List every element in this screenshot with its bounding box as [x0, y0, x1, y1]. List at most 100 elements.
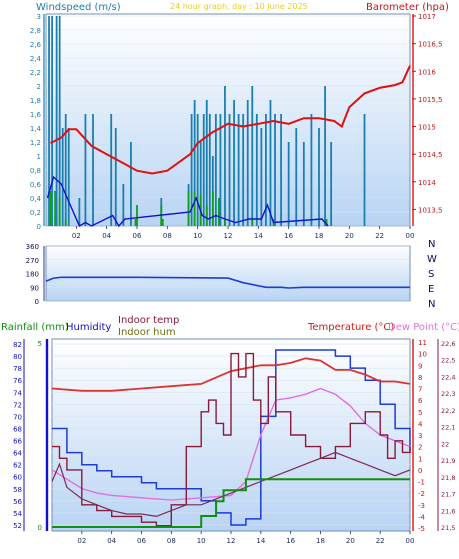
- direction-tick-label: 180: [26, 271, 39, 279]
- green-bar: [205, 205, 208, 226]
- temperature-tick-label: 4: [418, 420, 423, 428]
- indoor-temp-tick-label: 22,5: [441, 357, 455, 365]
- windspeed-bar: [55, 16, 58, 226]
- temperature-tick-label: 2: [418, 444, 422, 452]
- temperature-tick-label: 3: [418, 432, 422, 440]
- windspeed-bars: [48, 16, 366, 226]
- gust-path: [46, 175, 329, 228]
- rainfall-tick-label: 5: [38, 340, 42, 348]
- indoor-hum-label: Indoor hum: [118, 327, 176, 338]
- humidity-tick-label: 82: [13, 341, 22, 349]
- green-bar: [58, 198, 61, 226]
- temperature-tick-label: -1: [418, 479, 425, 487]
- indoor-temp-tick-label: 21,7: [441, 491, 455, 499]
- windspeed-bar: [255, 114, 258, 226]
- windspeed-tick-label: 0,8: [30, 167, 41, 175]
- gust-line: [46, 175, 329, 228]
- barometer-tick-label: 1015: [418, 124, 436, 132]
- temperature-tick-label: 11: [418, 339, 427, 347]
- humidity-label: Humidity: [66, 322, 111, 333]
- windspeed-bar: [228, 114, 231, 226]
- windspeed-bar: [67, 128, 70, 226]
- windspeed-tick-label: 1,6: [30, 111, 42, 119]
- humidity-tick-label: 76: [13, 377, 22, 385]
- windspeed-tick-label: 0,6: [30, 181, 42, 189]
- indoor-temp-tick-label: 21,8: [441, 474, 455, 482]
- indoor-temp-tick-label: 22,6: [441, 340, 455, 348]
- indoor-temp-tick-label: 22,3: [441, 390, 455, 398]
- green-bar: [193, 191, 196, 226]
- windspeed-tick-label: 0,2: [30, 209, 41, 217]
- wind-time-axis: 02 04 06 08 10 12 14 16 18 20 22 00: [72, 226, 414, 240]
- barometer-axis: 1017 1016,5 1016 1015,5 1015 1014,5 1014 1013,5: [412, 13, 443, 226]
- windspeed-bar: [214, 114, 217, 226]
- windspeed-bar: [265, 114, 267, 226]
- windspeed-tick-label: 1,8: [30, 97, 41, 105]
- green-bar: [54, 191, 56, 226]
- humidity-path: [52, 349, 411, 526]
- humidity-tick-label: 74: [13, 389, 22, 397]
- windspeed-bar: [310, 114, 313, 226]
- direction-axis: 360 270 180 90 0: [26, 243, 45, 306]
- temp-time-tick: 22: [376, 537, 385, 545]
- rainfall-axis: 50: [38, 339, 49, 532]
- windspeed-bar: [287, 142, 290, 226]
- rainfall-path: [52, 478, 410, 528]
- green-bar: [161, 219, 164, 226]
- wind-time-tick: 20: [345, 232, 354, 240]
- indoor-temp-tick-label: 21,5: [441, 524, 455, 532]
- indoor-temp-tick-label: 22,1: [441, 424, 455, 432]
- wind-time-tick: 22: [375, 232, 384, 240]
- barometer-path: [50, 65, 411, 175]
- wind-time-tick: 10: [193, 232, 202, 240]
- temp-time-tick: 04: [107, 537, 116, 545]
- temperature-tick-label: 0: [418, 467, 422, 475]
- windspeed-bar: [199, 142, 202, 226]
- windspeed-bar: [251, 86, 254, 226]
- temperature-tick-label: 9: [418, 362, 422, 370]
- temperature-tick-label: 1: [418, 455, 422, 463]
- temp-time-tick: 08: [167, 537, 176, 545]
- temp-time-axis: 02 04 06 08 10 12 14 16 18 20 22 00: [77, 531, 414, 545]
- windspeed-bar: [202, 114, 205, 226]
- direction-tick-label: 0: [35, 298, 39, 306]
- temp-series-lines: [51, 349, 411, 528]
- direction-line: [45, 276, 410, 289]
- windspeed-tick-label: 2,4: [30, 55, 42, 63]
- windspeed-bar: [233, 100, 235, 226]
- windspeed-bar: [64, 114, 67, 226]
- windspeed-bar: [92, 114, 94, 226]
- green-bar: [218, 198, 220, 226]
- windspeed-bar: [260, 128, 263, 226]
- green-bar: [187, 191, 190, 226]
- windspeed-bar: [302, 142, 305, 226]
- indoor-temp-tick-label: 22,4: [441, 373, 455, 381]
- temp-time-tick: 06: [137, 537, 146, 545]
- dew-point-label: Dew Point (°C): [388, 322, 459, 333]
- temperature-tick-label: -2: [418, 490, 425, 498]
- humidity-tick-label: 70: [13, 413, 22, 421]
- windspeed-bar: [280, 114, 282, 226]
- temp-time-tick: 14: [256, 537, 265, 545]
- windspeed-bar: [330, 142, 333, 226]
- windspeed-bar: [219, 114, 222, 226]
- wind-panel-grid: [46, 15, 410, 227]
- windspeed-bar: [130, 142, 132, 226]
- direction-path: [45, 276, 410, 289]
- humidity-tick-label: 58: [13, 486, 22, 494]
- green-bar: [49, 191, 52, 226]
- compass-label-s: S: [428, 269, 434, 280]
- barometer-line: [50, 65, 411, 175]
- barometer-tick-label: 1016: [418, 68, 436, 76]
- temperature-tick-label: 6: [418, 397, 423, 405]
- indoor-temp-tick-label: 21,9: [441, 457, 455, 465]
- indoor-temp-axis: 22,6 22,5 22,4 22,3 22,2 22,1 22 21,9 21,8 21,7 21…: [437, 339, 455, 532]
- windspeed-bar: [318, 128, 320, 226]
- direction-tick-label: 90: [30, 284, 39, 292]
- humidity-axis: 82 80 78 76 74 72 70 68 66 64 62 60 58 56 54 52: [13, 339, 25, 531]
- humidity-tick-label: 64: [13, 450, 22, 458]
- temperature-tick-label: 8: [418, 374, 422, 382]
- windspeed-tick-label: 2,8: [30, 27, 41, 35]
- humidity-tick-label: 80: [13, 353, 22, 361]
